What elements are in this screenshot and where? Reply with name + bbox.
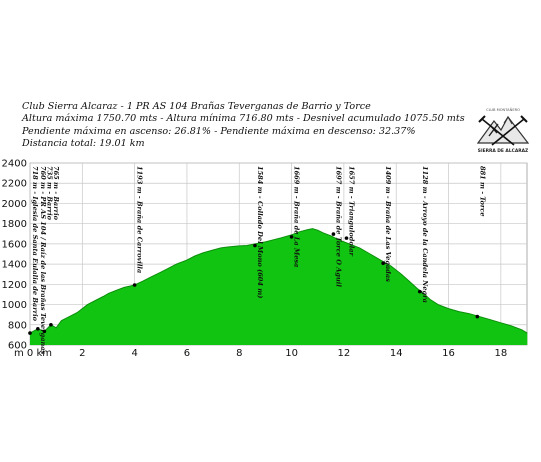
x-tick-label: m 0 km [14,348,52,359]
x-tick-label: 18 [494,348,507,359]
mountain-ice-axes-icon [476,115,530,146]
x-tick-label: 2 [79,348,85,359]
y-tick-label: 2400 [2,159,27,170]
x-tick-label: 8 [236,348,242,359]
waypoint-label: 760 m - PR AS 104 / Raíz de las Brañas T… [39,166,47,355]
waypoint-label: 1409 m - Braña de Las Vegadas [384,166,392,282]
waypoint-dot [36,327,40,331]
waypoint-label: 1657 m - Triangulodolar [348,166,356,257]
waypoint-dot [381,261,385,266]
waypoint-dot [49,322,53,327]
waypoint-label: 718 m - Iglesia de Santa Eulalia de Barr… [31,166,39,322]
waypoint-dot [289,235,294,239]
x-tick-label: 4 [131,348,137,359]
y-tick-label: 1600 [2,239,27,250]
x-tick-label: 14 [390,348,403,359]
altitude-summary: Altura máxima 1750.70 mts - Altura mínim… [22,113,465,125]
waypoint-dot [344,236,349,240]
chart-axes: 600 800 1000 1200 1400 1600 1800 2000 2200 2400 m … [2,159,508,360]
x-tick-label: 16 [442,348,455,359]
route-info: Club Sierra Alcaraz - 1 PR AS 104 Brañas… [22,101,465,151]
waypoint-dot [132,283,137,287]
waypoint-label: 765 m - Barrio [52,166,60,221]
y-tick-label: 1400 [2,260,27,271]
waypoint-dot [331,232,336,236]
waypoint-markers: 718 m - Iglesia de Santa Eulalia de Barr… [28,166,486,355]
waypoint-label: 881 m - Torce [478,166,486,217]
logo-top-text: CLUB MONTAÑERO [486,107,520,112]
slope-summary: Pendiente máxima en ascenso: 26.81% - Pe… [22,125,416,137]
x-tick-label: 6 [184,348,190,359]
x-tick-label: 12 [338,348,351,359]
x-tick-label: 10 [285,348,298,359]
route-title: Club Sierra Alcaraz - 1 PR AS 104 Brañas… [22,101,371,112]
y-tick-label: 1200 [2,280,27,291]
waypoint-dot [475,314,480,319]
elevation-fill [30,228,528,345]
waypoint-label: 735 m - Barrio [45,166,53,221]
waypoint-dot [42,329,47,334]
waypoint-label: 1697 m - Braña de Torce O Aguil [334,166,342,287]
y-tick-label: 1000 [2,300,27,311]
total-distance: Distancia total: 19.01 km [22,138,145,150]
waypoint-dot [28,331,32,335]
waypoint-label: 1128 m - Arroyo de la Candela Negra [421,166,429,303]
waypoint-label: 1193 m - Braña de Carrovilla [136,166,144,273]
logo-bottom-text: SIERRA DE ALCARAZ [478,148,528,154]
elevation-area [29,228,528,345]
y-tick-label: 2000 [2,199,27,210]
elevation-line [29,228,528,334]
y-tick-label: 1800 [2,219,27,230]
waypoint-dot [417,289,422,294]
club-logo: CLUB MONTAÑERO SIERRA DE ALCARAZ [476,107,530,154]
y-tick-label: 600 [8,341,27,352]
waypoint-dot [253,243,257,248]
y-tick-label: 800 [8,320,27,331]
waypoint-label: 1669 m - Braña de La Mesa [293,166,301,267]
waypoint-label: 1584 m - Collado Del Mono (604 m) [256,166,264,298]
y-tick-label: 2200 [2,179,27,190]
